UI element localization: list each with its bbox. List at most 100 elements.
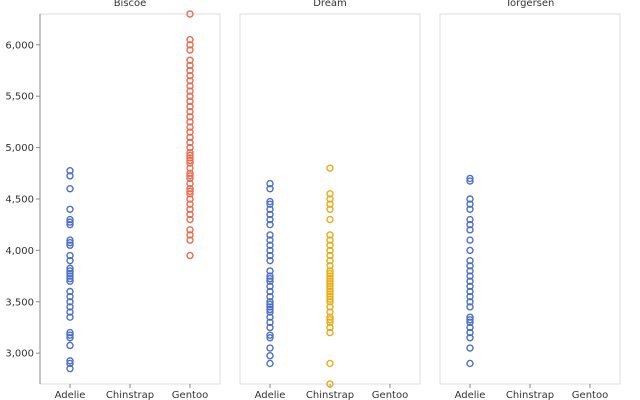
point-biscoe-gentoo-31 (186, 97, 194, 106)
point-biscoe-gentoo-39 (186, 56, 194, 64)
point-biscoe-gentoo-7 (186, 200, 194, 208)
point-dream-chinstrap-26 (326, 241, 334, 249)
point-biscoe-adelie-24 (66, 220, 74, 229)
point-torgersen-adelie-2 (466, 334, 474, 342)
y-tick-label-4000: 4,000 (5, 246, 34, 257)
point-biscoe-adelie-0 (66, 364, 74, 373)
point-torgersen-adelie-25 (466, 195, 474, 203)
point-biscoe-adelie-19 (66, 256, 74, 265)
point-dream-chinstrap-28 (326, 231, 334, 239)
point-biscoe-gentoo-9 (186, 190, 194, 198)
point-dream-chinstrap-22 (326, 262, 334, 270)
point-dream-chinstrap-15 (326, 282, 334, 291)
point-biscoe-gentoo-35 (186, 77, 194, 85)
point-biscoe-adelie-22 (66, 238, 74, 247)
point-torgersen-adelie-6 (466, 316, 474, 324)
point-biscoe-gentoo-38 (186, 61, 194, 70)
point-biscoe-gentoo-13 (186, 174, 194, 183)
point-dream-chinstrap-20 (326, 269, 334, 278)
x-tick-label-torgersen-adelie: Adelie (455, 390, 486, 400)
point-biscoe-adelie-30 (66, 167, 74, 175)
point-biscoe-gentoo-33 (186, 87, 194, 95)
point-biscoe-gentoo-23 (186, 138, 194, 147)
x-tick-label-dream-adelie: Adelie (255, 390, 286, 400)
point-biscoe-gentoo-6 (186, 205, 194, 213)
point-torgersen-adelie-11 (466, 287, 474, 296)
point-dream-chinstrap-33 (326, 190, 334, 198)
point-dream-chinstrap-11 (326, 292, 334, 301)
point-dream-adelie-2 (266, 344, 274, 352)
point-dream-adelie-13 (266, 292, 274, 301)
point-dream-adelie-29 (266, 205, 274, 213)
point-dream-adelie-25 (266, 231, 274, 239)
point-biscoe-gentoo-43 (186, 10, 194, 18)
point-dream-adelie-21 (266, 251, 274, 260)
point-dream-adelie-11 (266, 300, 274, 309)
point-dream-chinstrap-29 (326, 215, 334, 224)
point-dream-adelie-1 (266, 352, 274, 360)
point-dream-adelie-6 (266, 318, 274, 327)
point-biscoe-gentoo-11 (186, 185, 194, 193)
point-biscoe-gentoo-41 (186, 41, 194, 49)
point-biscoe-gentoo-8 (186, 195, 194, 203)
point-biscoe-gentoo-24 (186, 133, 194, 142)
point-dream-chinstrap-16 (326, 280, 334, 288)
point-torgersen-adelie-12 (466, 282, 474, 291)
point-dream-adelie-0 (266, 359, 274, 368)
point-torgersen-adelie-26 (466, 177, 474, 185)
point-dream-adelie-12 (266, 298, 274, 306)
point-biscoe-gentoo-42 (186, 35, 194, 44)
point-torgersen-adelie-22 (466, 215, 474, 224)
point-biscoe-adelie-26 (66, 215, 74, 224)
point-biscoe-adelie-1 (66, 359, 74, 368)
point-biscoe-gentoo-25 (186, 128, 194, 136)
point-biscoe-gentoo-12 (186, 179, 194, 188)
point-dream-chinstrap-4 (326, 318, 334, 327)
point-dream-chinstrap-6 (326, 313, 334, 321)
point-biscoe-gentoo-5 (186, 210, 194, 219)
point-torgersen-adelie-3 (466, 328, 474, 337)
point-dream-adelie-16 (266, 277, 274, 285)
point-biscoe-adelie-11 (66, 292, 74, 301)
point-biscoe-gentoo-17 (186, 159, 194, 167)
point-biscoe-gentoo-30 (186, 102, 194, 111)
point-biscoe-adelie-17 (66, 267, 74, 275)
point-biscoe-adelie-12 (66, 287, 74, 296)
y-tick-label-3000: 3,000 (5, 349, 34, 360)
point-dream-chinstrap-34 (326, 164, 334, 172)
point-biscoe-gentoo-0 (186, 251, 194, 260)
point-biscoe-adelie-13 (66, 277, 74, 285)
point-dream-chinstrap-8 (326, 303, 334, 311)
point-dream-chinstrap-2 (326, 328, 334, 337)
point-torgersen-adelie-13 (466, 277, 474, 285)
point-dream-chinstrap-5 (326, 316, 334, 324)
point-dream-chinstrap-9 (326, 298, 334, 306)
point-dream-chinstrap-27 (326, 236, 334, 244)
point-torgersen-adelie-23 (466, 205, 474, 213)
point-biscoe-gentoo-32 (186, 92, 194, 100)
point-dream-chinstrap-21 (326, 267, 334, 275)
point-dream-adelie-4 (266, 331, 274, 339)
point-dream-chinstrap-30 (326, 205, 334, 213)
point-torgersen-adelie-0 (466, 359, 474, 368)
point-torgersen-adelie-1 (466, 344, 474, 352)
point-dream-chinstrap-19 (326, 272, 334, 280)
point-biscoe-adelie-27 (66, 205, 74, 213)
point-biscoe-gentoo-20 (186, 151, 194, 160)
point-biscoe-adelie-3 (66, 341, 74, 350)
point-biscoe-adelie-9 (66, 303, 74, 311)
x-tick-label-biscoe-gentoo: Gentoo (172, 390, 208, 400)
point-dream-adelie-9 (266, 305, 274, 314)
point-biscoe-adelie-6 (66, 328, 74, 337)
point-torgersen-adelie-17 (466, 256, 474, 265)
point-dream-chinstrap-32 (326, 195, 334, 203)
point-biscoe-adelie-25 (66, 218, 74, 226)
facet-title-torgersen: Torgersen (505, 0, 555, 9)
point-dream-adelie-23 (266, 241, 274, 249)
facet-title-biscoe: Biscoe (114, 0, 147, 9)
point-biscoe-gentoo-19 (186, 154, 194, 162)
x-tick-label-dream-chinstrap: Chinstrap (306, 390, 354, 400)
point-biscoe-adelie-10 (66, 298, 74, 306)
point-biscoe-adelie-20 (66, 251, 74, 260)
point-biscoe-adelie-8 (66, 308, 74, 316)
